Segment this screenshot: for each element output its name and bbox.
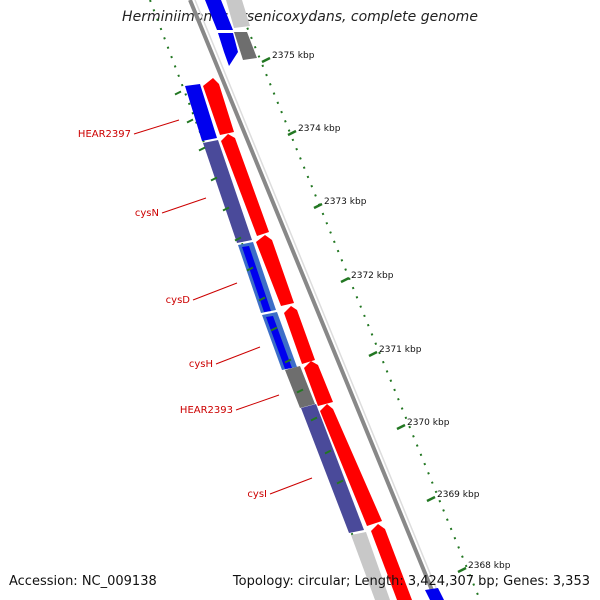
tick-mark [340, 276, 350, 284]
inner-tick-mark [198, 146, 206, 152]
accession-text: Accession: NC_009138 [9, 574, 157, 589]
gene-label-leader [161, 197, 207, 214]
inner-tick-mark [310, 416, 318, 422]
gene-label-leader [192, 282, 238, 301]
gene-feature-fwd-1[interactable] [203, 78, 234, 135]
gene-label[interactable]: cysI [247, 489, 267, 500]
tick-mark [426, 495, 436, 503]
tick-label: 2372 kbp [351, 271, 394, 281]
gene-HEAR2397-shape[interactable] [185, 84, 217, 141]
gene-label[interactable]: cysN [135, 208, 159, 219]
inner-tick-mark [284, 358, 292, 364]
inner-tick-mark [258, 296, 266, 302]
backbone [188, 0, 442, 600]
gene-feature-fwd-bottom-blue[interactable] [425, 588, 444, 600]
inner-tick-mark [174, 90, 182, 96]
tick-mark [261, 56, 271, 64]
gene-feature-top-grey[interactable] [234, 32, 257, 60]
scale-ticks: 2375 kbp 2374 kbp 2373 kbp 2372 kbp 2371 kbp… [174, 51, 511, 574]
gene-label[interactable]: HEAR2393 [180, 405, 233, 416]
gene-label[interactable]: cysH [189, 359, 213, 370]
gene-HEAR2393-shape[interactable] [285, 366, 315, 408]
inner-tick-mark [246, 266, 254, 272]
inner-tick-mark [234, 236, 242, 242]
tick-mark [457, 566, 467, 574]
inner-tick-mark [270, 326, 278, 332]
inner-tick-mark [324, 449, 332, 455]
gene-feature-fwd-4[interactable] [284, 306, 315, 364]
tick-label: 2375 kbp [272, 51, 315, 61]
gene-labels: HEAR2397 cysN cysD cysH HEAR2393 cysI [78, 119, 313, 500]
genome-summary-text: Topology: circular; Length: 3,424,307 bp… [232, 574, 590, 589]
gene-label-leader [133, 119, 180, 135]
tick-label: 2373 kbp [324, 197, 367, 207]
forward-strand-track [203, 78, 444, 600]
gene-label[interactable]: cysD [166, 295, 191, 306]
gene-feature-fwd-6[interactable] [320, 404, 382, 526]
inner-tick-mark [222, 206, 230, 212]
tick-mark [313, 202, 323, 210]
gene-feature-fwd-5[interactable] [304, 361, 333, 406]
inner-tick-mark [186, 118, 194, 124]
gene-feature-bottom-lightgrey[interactable] [351, 532, 390, 600]
gene-feature-top-reverse-arrow[interactable] [218, 33, 238, 66]
tick-label: 2370 kbp [407, 418, 450, 428]
gene-label[interactable]: HEAR2397 [78, 129, 131, 140]
tick-label: 2369 kbp [437, 490, 480, 500]
tick-label: 2371 kbp [379, 345, 422, 355]
gene-feature-fwd-2[interactable] [221, 134, 269, 236]
tick-label: 2368 kbp [468, 561, 511, 571]
gene-feature-fwd-7[interactable] [371, 524, 412, 600]
gene-feature-top-lightgrey[interactable] [226, 0, 250, 28]
tick-mark [287, 129, 297, 137]
inner-tick-mark [296, 388, 304, 394]
tick-mark [368, 350, 378, 358]
gene-cysN-shape[interactable] [203, 140, 252, 243]
gene-feature-fwd-3[interactable] [256, 235, 294, 306]
inner-tick-mark [336, 479, 344, 485]
gene-label-leader [269, 477, 313, 495]
gene-label-leader [215, 346, 261, 365]
tick-label: 2374 kbp [298, 124, 341, 134]
gene-feature-top-reverse[interactable] [205, 0, 233, 30]
inner-tick-mark [210, 176, 218, 182]
gene-label-leader [235, 394, 280, 411]
gene-cysD-inner-shape[interactable] [242, 246, 271, 312]
gene-cysI-shape[interactable] [301, 404, 364, 533]
tick-mark [396, 423, 406, 431]
